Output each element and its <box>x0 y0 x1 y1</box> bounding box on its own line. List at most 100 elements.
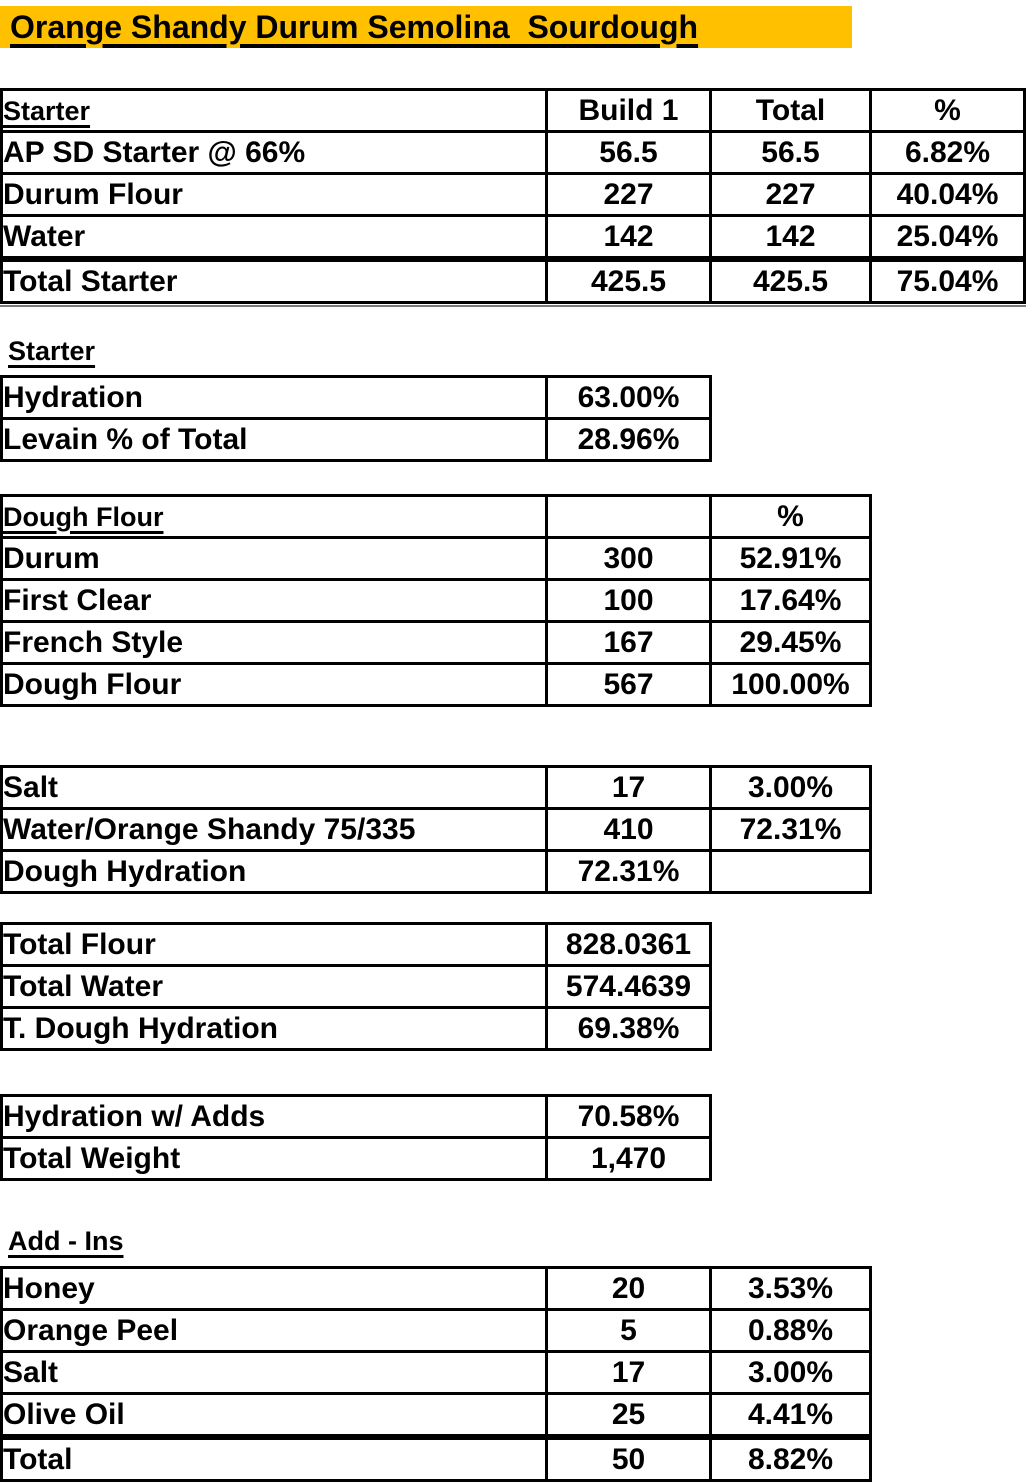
cell-total: 227 <box>709 172 872 217</box>
cell-value: 63.00% <box>545 375 712 420</box>
cell-value: 17 <box>545 1350 712 1395</box>
cell-value: 28.96% <box>545 417 712 462</box>
section-heading-starter-2: Starter <box>8 336 96 366</box>
cell-pct: 3.53% <box>709 1266 872 1311</box>
starter-build-table: Starter Build 1 Total % AP SD Starter @ … <box>0 88 1026 304</box>
column-header-pct: % <box>709 494 872 539</box>
cell-label: Olive Oil <box>0 1392 548 1440</box>
section-heading-add-ins: Add - Ins <box>8 1226 124 1256</box>
cell-label: Honey <box>0 1266 548 1311</box>
cell-value: 50 <box>545 1435 712 1482</box>
page-title: Orange Shandy Durum Semolina Sourdough <box>10 8 699 45</box>
cell-label: Total <box>0 1435 548 1482</box>
table-row: Durum Flour 227 227 40.04% <box>0 172 1026 217</box>
cell-value: 567 <box>545 662 712 707</box>
column-header-total: Total <box>709 88 872 133</box>
table-row: Hydration 63.00% <box>0 375 712 420</box>
empty-cell <box>709 849 872 894</box>
cell-label: Total Water <box>0 964 548 1009</box>
cell-label: French Style <box>0 620 548 665</box>
cell-value: 70.58% <box>545 1094 712 1139</box>
table-row: First Clear 100 17.64% <box>0 578 872 623</box>
table-row: Durum 300 52.91% <box>0 536 872 581</box>
section-heading-starter: Starter <box>3 95 91 126</box>
cell-value: 1,470 <box>545 1136 712 1181</box>
cell-pct: 29.45% <box>709 620 872 665</box>
cell-label: Salt <box>0 765 548 810</box>
cell-label: Hydration w/ Adds <box>0 1094 548 1139</box>
table-row: Water/Orange Shandy 75/335 410 72.31% <box>0 807 872 852</box>
cell-value: 828.0361 <box>545 922 712 967</box>
cell-value: 20 <box>545 1266 712 1311</box>
add-ins-table: Honey 20 3.53% Orange Peel 5 0.88% Salt … <box>0 1266 872 1482</box>
cell-build1: 425.5 <box>545 257 712 304</box>
cell-build1: 142 <box>545 214 712 262</box>
dough-flour-table: Dough Flour % Durum 300 52.91% First Cle… <box>0 494 872 707</box>
double-border-rule <box>0 305 1026 307</box>
cell-value: 574.4639 <box>545 964 712 1009</box>
cell-label: Water/Orange Shandy 75/335 <box>0 807 548 852</box>
cell-label: Water <box>0 214 548 262</box>
cell-pct: 52.91% <box>709 536 872 581</box>
cell-label: Total Starter <box>0 257 548 304</box>
cell-pct: 75.04% <box>869 257 1026 304</box>
cell-value: 100 <box>545 578 712 623</box>
cell-label: Levain % of Total <box>0 417 548 462</box>
cell-label: Dough Hydration <box>0 849 548 894</box>
table-row: Honey 20 3.53% <box>0 1266 872 1311</box>
table-row: Levain % of Total 28.96% <box>0 417 712 462</box>
cell-pct: 4.41% <box>709 1392 872 1440</box>
total-row: Dough Flour 567 100.00% <box>0 662 872 707</box>
table-row: Total Flour 828.0361 <box>0 922 712 967</box>
cell-pct: 40.04% <box>869 172 1026 217</box>
table-row: Salt 17 3.00% <box>0 1350 872 1395</box>
cell-value: 5 <box>545 1308 712 1353</box>
cell-pct: 3.00% <box>709 765 872 810</box>
cell-value: 69.38% <box>545 1006 712 1051</box>
starter-stats-table: Hydration 63.00% Levain % of Total 28.96… <box>0 375 712 462</box>
cell-value: 300 <box>545 536 712 581</box>
table-row: T. Dough Hydration 69.38% <box>0 1006 712 1051</box>
table-row: Salt 17 3.00% <box>0 765 872 810</box>
cell-total: 142 <box>709 214 872 262</box>
column-header-build1: Build 1 <box>545 88 712 133</box>
cell-build1: 227 <box>545 172 712 217</box>
total-row: Total Starter 425.5 425.5 75.04% <box>0 257 1026 304</box>
table-row: Total Weight 1,470 <box>0 1136 712 1181</box>
cell-label: Total Weight <box>0 1136 548 1181</box>
section-heading-dough-flour: Dough Flour <box>3 501 164 532</box>
cell-pct: 25.04% <box>869 214 1026 262</box>
total-row: Total 50 8.82% <box>0 1435 872 1482</box>
table-header-row: Dough Flour % <box>0 494 872 539</box>
cell-build1: 56.5 <box>545 130 712 175</box>
cell-total: 56.5 <box>709 130 872 175</box>
cell-label: Hydration <box>0 375 548 420</box>
table-header-row: Starter Build 1 Total % <box>0 88 1026 133</box>
cell-pct: 0.88% <box>709 1308 872 1353</box>
cell-value: 167 <box>545 620 712 665</box>
salt-water-table: Salt 17 3.00% Water/Orange Shandy 75/335… <box>0 765 872 894</box>
cell-label: Durum <box>0 536 548 581</box>
totals-table: Total Flour 828.0361 Total Water 574.463… <box>0 922 712 1051</box>
cell-pct: 17.64% <box>709 578 872 623</box>
cell-value: 410 <box>545 807 712 852</box>
empty-cell <box>545 494 712 539</box>
column-header-pct: % <box>869 88 1026 133</box>
table-row: Hydration w/ Adds 70.58% <box>0 1094 712 1139</box>
cell-label: AP SD Starter @ 66% <box>0 130 548 175</box>
table-row: Orange Peel 5 0.88% <box>0 1308 872 1353</box>
cell-label: Orange Peel <box>0 1308 548 1353</box>
cell-value: 72.31% <box>545 849 712 894</box>
page-title-highlight: Orange Shandy Durum Semolina Sourdough <box>0 6 852 48</box>
cell-pct: 8.82% <box>709 1435 872 1482</box>
cell-value: 17 <box>545 765 712 810</box>
cell-pct: 100.00% <box>709 662 872 707</box>
table-row: Total Water 574.4639 <box>0 964 712 1009</box>
table-row: Olive Oil 25 4.41% <box>0 1392 872 1440</box>
table-row: Dough Hydration 72.31% <box>0 849 872 894</box>
cell-label: Dough Flour <box>0 662 548 707</box>
cell-label: Salt <box>0 1350 548 1395</box>
cell-pct: 3.00% <box>709 1350 872 1395</box>
cell-total: 425.5 <box>709 257 872 304</box>
